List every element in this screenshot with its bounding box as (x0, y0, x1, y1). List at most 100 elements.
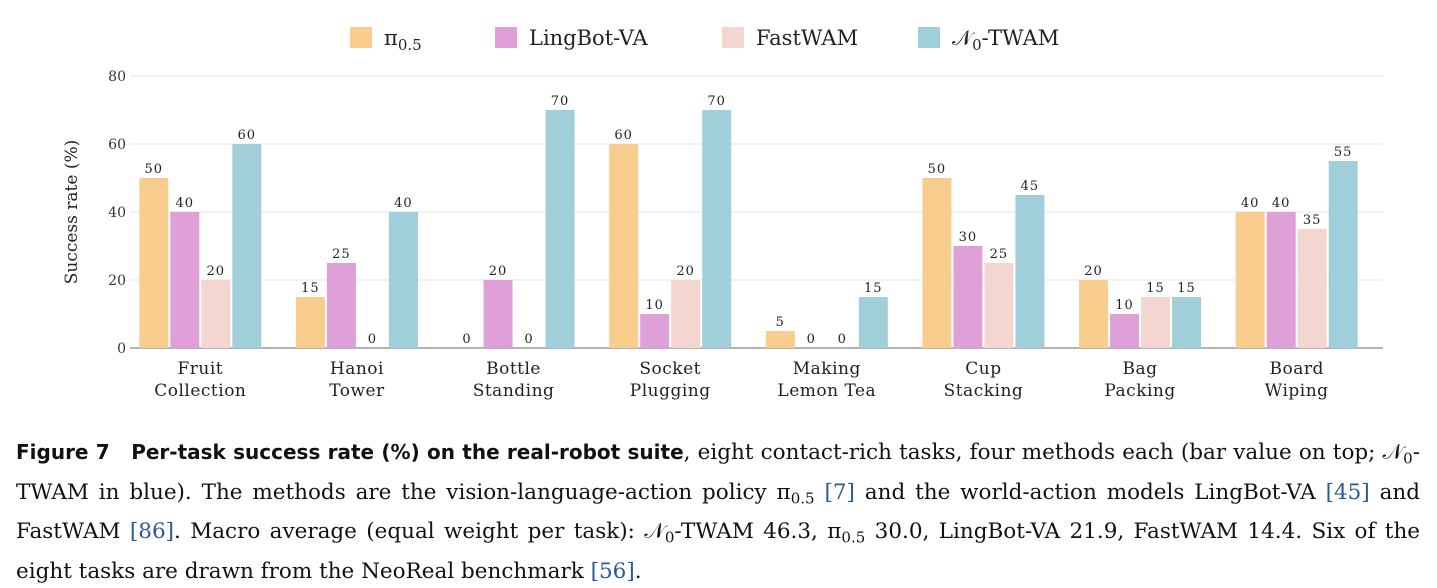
y-axis: 0 20 40 60 80 Success rate (%) (62, 69, 126, 357)
caption-pi-sub: 0.5 (790, 489, 815, 507)
bar-value-label: 0 (524, 332, 533, 347)
bar-0-3 (232, 144, 262, 348)
bar-value-label: 20 (1084, 264, 1103, 279)
caption-pi-2: π (827, 519, 842, 544)
bar-value-label: 15 (864, 281, 883, 296)
bar-3-1 (640, 314, 670, 348)
bar-value-label: 40 (1241, 196, 1260, 211)
caption-title: Per-task success rate (%) on the real-ro… (131, 440, 684, 464)
bar-value-label: 45 (1021, 179, 1040, 194)
bar-value-label: 60 (614, 128, 633, 143)
caption-n0-2: 𝒩 (644, 519, 665, 544)
bar-value-label: 20 (207, 264, 226, 279)
x-tick-label: Bottle (486, 359, 541, 379)
caption-text-5: . Macro average (equal weight per task): (174, 519, 645, 544)
x-tick-label: Stacking (944, 381, 1024, 401)
bar-5-1 (953, 246, 983, 348)
x-tick-label: Lemon Tea (777, 381, 876, 401)
bar-value-label: 40 (1272, 196, 1291, 211)
y-tick-label-40: 40 (108, 205, 126, 221)
bar-0-0 (139, 178, 169, 348)
caption-cite-45[interactable]: [45] (1325, 479, 1370, 505)
bar-value-label: 25 (990, 247, 1009, 262)
bar-value-label: 0 (807, 332, 816, 347)
bar-0-1 (170, 212, 200, 348)
bar-7-2 (1297, 229, 1327, 348)
x-tick-label: Hanoi (330, 359, 384, 379)
x-tick-label: Wiping (1265, 381, 1329, 401)
bar-value-label: 35 (1303, 213, 1322, 228)
caption-pi: π (776, 479, 791, 505)
caption-pi-sub-2: 0.5 (841, 528, 866, 547)
bar-6-0 (1079, 280, 1109, 348)
x-tick-label: Collection (154, 381, 246, 401)
legend-swatch-3 (918, 27, 940, 48)
bar-3-0 (609, 144, 639, 348)
bar-value-label: 5 (776, 315, 785, 330)
x-tick-label: Plugging (630, 381, 711, 401)
y-tick-label-60: 60 (108, 137, 126, 153)
caption-text-2: -TWAM in blue). The methods are the visi… (16, 440, 1420, 505)
bar-5-3 (1015, 195, 1045, 348)
bar-3-3 (702, 110, 732, 348)
bar-1-1 (326, 263, 356, 348)
bar-value-label: 15 (1146, 281, 1165, 296)
bar-1-0 (295, 297, 325, 348)
bar-value-label: 10 (1115, 298, 1134, 313)
y-tick-label-20: 20 (108, 273, 126, 289)
caption-cite-56[interactable]: [56] (590, 558, 635, 584)
bar-value-label: 15 (1177, 281, 1196, 296)
x-tick-label: Cup (965, 359, 1001, 379)
caption-text-4: and FastWAM (16, 479, 1420, 545)
x-tick-label: Socket (639, 359, 701, 379)
y-tick-label-80: 80 (108, 69, 126, 85)
bar-4-0 (765, 331, 795, 348)
x-tick-label: Packing (1104, 381, 1175, 401)
bar-value-label: 0 (462, 332, 471, 347)
bar-chart: π0.5 LingBot-VA FastWAM 𝒩0-TWAM 0 20 40 60 80 Su… (62, 26, 1383, 401)
legend-swatch-0 (350, 27, 372, 48)
bar-6-3 (1172, 297, 1202, 348)
bar-7-0 (1235, 212, 1265, 348)
caption-cite-86[interactable]: [86] (129, 519, 175, 544)
x-tick-label: Standing (473, 381, 555, 401)
bar-1-3 (388, 212, 418, 348)
caption-label: Figure 7 (16, 440, 110, 464)
caption-cite-7[interactable]: [7] (824, 479, 855, 505)
chart-legend: π0.5 LingBot-VA FastWAM 𝒩0-TWAM (350, 26, 1059, 54)
y-axis-label: Success rate (%) (62, 140, 82, 285)
y-tick-label-0: 0 (117, 341, 126, 357)
bar-7-1 (1266, 212, 1296, 348)
bar-value-label: 70 (707, 94, 726, 109)
bar-5-0 (922, 178, 952, 348)
bar-value-label: 50 (145, 162, 164, 177)
bar-5-2 (984, 263, 1014, 348)
bar-value-label: 60 (238, 128, 257, 143)
bar-6-1 (1110, 314, 1140, 348)
caption-text-3: and the world-action models LingBot-VA (854, 479, 1326, 505)
x-tick-label: Fruit (177, 359, 223, 379)
bar-value-label: 20 (676, 264, 695, 279)
bar-0-2 (201, 280, 231, 348)
caption-text-7: 30.0, LingBot-VA 21.9, FastWAM 14.4. Six… (16, 519, 1421, 584)
bar-4-3 (858, 297, 888, 348)
bar-3-2 (671, 280, 701, 348)
x-tick-label: Bag (1123, 359, 1158, 379)
bar-value-label: 20 (489, 264, 508, 279)
caption-n0-sub: 0 (1403, 449, 1413, 468)
bar-value-label: 10 (645, 298, 664, 313)
bar-value-label: 50 (928, 162, 947, 177)
caption-text-6: -TWAM 46.3, (674, 519, 828, 544)
caption-n0-sub-2: 0 (664, 528, 675, 547)
legend-label-0: π0.5 (384, 26, 422, 54)
legend-label-1: LingBot-VA (529, 26, 648, 50)
caption-text-8: . (634, 558, 642, 584)
caption-n0: 𝒩 (1382, 440, 1404, 465)
bar-value-label: 40 (394, 196, 413, 211)
x-tick-label: Board (1270, 359, 1324, 379)
caption-text-1: , eight contact-rich tasks, four methods… (683, 440, 1383, 465)
bar-value-label: 40 (176, 196, 195, 211)
bar-value-label: 25 (332, 247, 351, 262)
bar-value-label: 70 (551, 94, 570, 109)
